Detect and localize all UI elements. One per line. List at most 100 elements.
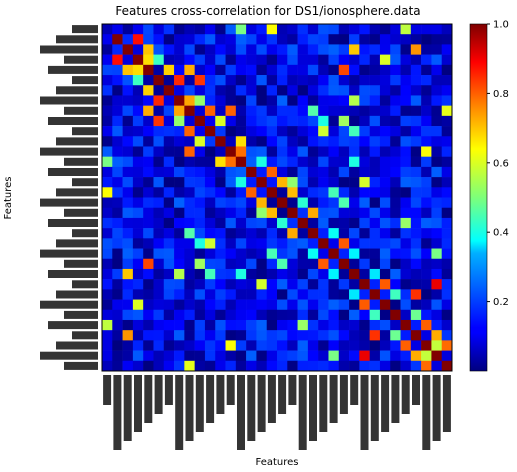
heatmap-cell	[277, 350, 288, 362]
heatmap-cell	[215, 360, 226, 372]
heatmap-cell	[266, 44, 278, 55]
heatmap-cell	[225, 228, 237, 239]
heatmap-cell	[194, 207, 206, 219]
heatmap-cell	[410, 279, 422, 290]
heatmap-cell	[338, 197, 350, 209]
heatmap-cell	[184, 44, 195, 55]
heatmap-cell	[153, 197, 165, 209]
heatmap-cell	[184, 75, 195, 86]
heatmap-cell	[215, 187, 226, 198]
heatmap-cell	[400, 156, 412, 168]
heatmap-cell	[246, 24, 257, 35]
heatmap-cell	[246, 350, 257, 362]
heatmap-cell	[102, 146, 113, 157]
heatmap-cell	[122, 187, 134, 198]
heatmap-cell	[266, 360, 278, 372]
heatmap-cell	[338, 350, 350, 362]
heatmap-cell	[112, 330, 123, 341]
x-axis-label: Features	[256, 457, 299, 468]
heatmap-cell	[318, 228, 329, 239]
heatmap-cell	[359, 268, 370, 280]
heatmap-cell	[204, 319, 216, 331]
heatmap-cell	[184, 187, 195, 198]
heatmap-cell	[410, 228, 422, 239]
heatmap-cell	[400, 197, 412, 209]
heatmap-cell	[184, 64, 195, 76]
heatmap-cell	[359, 126, 370, 137]
heatmap-cell	[328, 268, 340, 280]
heatmap-cell	[287, 350, 298, 362]
heatmap-cell	[349, 268, 360, 280]
heatmap-cell	[328, 177, 340, 188]
heatmap-cell	[277, 24, 288, 35]
heatmap-cell	[338, 177, 350, 188]
heatmap-cell	[307, 248, 319, 260]
heatmap-cell	[379, 289, 391, 300]
heatmap-cell	[225, 238, 237, 249]
heatmap-cell	[349, 238, 360, 249]
heatmap-cell	[174, 238, 185, 249]
heatmap-cell	[410, 299, 422, 311]
heatmap-cell	[338, 146, 350, 157]
heatmap-cell	[122, 340, 134, 351]
heatmap-cell	[184, 258, 195, 270]
heatmap-cell	[184, 289, 195, 300]
heatmap-cell	[359, 34, 370, 45]
heatmap-cell	[204, 64, 216, 76]
heatmap-cell	[359, 75, 370, 86]
heatmap-cell	[390, 228, 401, 239]
heatmap-cell	[318, 299, 329, 311]
x-tick-label	[144, 375, 153, 423]
heatmap-cell	[349, 166, 360, 178]
heatmap-cell	[349, 136, 360, 147]
heatmap-cell	[277, 166, 288, 178]
y-tick-label	[72, 127, 98, 136]
heatmap-cell	[297, 126, 309, 137]
heatmap-cell	[235, 350, 247, 362]
heatmap-cell	[318, 85, 329, 96]
heatmap-cell	[143, 187, 154, 198]
heatmap-cell	[349, 228, 360, 239]
heatmap-cell	[369, 136, 381, 147]
heatmap-cell	[174, 207, 185, 219]
heatmap-cell	[328, 319, 340, 331]
heatmap-cell	[431, 319, 442, 331]
heatmap-cell	[174, 217, 185, 229]
heatmap-cell	[143, 136, 154, 147]
heatmap-cell	[246, 177, 257, 188]
heatmap-cell	[266, 299, 278, 311]
heatmap-cell	[297, 95, 309, 106]
heatmap-cell	[225, 54, 237, 66]
heatmap-cell	[441, 105, 453, 117]
heatmap-cell	[297, 156, 309, 168]
heatmap-cell	[184, 24, 195, 35]
heatmap-cell	[441, 197, 453, 209]
heatmap-cell	[163, 85, 175, 96]
heatmap-cell	[174, 319, 185, 331]
heatmap-cell	[204, 95, 216, 106]
heatmap-cell	[359, 279, 370, 290]
heatmap-cell	[277, 319, 288, 331]
heatmap-cell	[287, 187, 298, 198]
heatmap-cell	[235, 64, 247, 76]
heatmap-cell	[122, 177, 134, 188]
heatmap-cell	[112, 146, 123, 157]
heatmap-cell	[102, 289, 113, 300]
heatmap-cell	[421, 126, 432, 137]
heatmap-cell	[194, 54, 206, 66]
heatmap-cell	[379, 75, 391, 86]
heatmap-cell	[102, 75, 113, 86]
heatmap-cell	[143, 54, 154, 66]
heatmap-cell	[235, 197, 247, 209]
x-tick-label	[123, 375, 132, 441]
heatmap-cell	[307, 340, 319, 351]
heatmap-cell	[431, 105, 442, 117]
heatmap-cell	[163, 146, 175, 157]
heatmap-cell	[359, 156, 370, 168]
heatmap-cell	[338, 258, 350, 270]
heatmap-cell	[143, 248, 154, 260]
heatmap-cell	[338, 360, 350, 372]
heatmap-cell	[277, 85, 288, 96]
heatmap-cell	[379, 279, 391, 290]
heatmap-cell	[307, 238, 319, 249]
